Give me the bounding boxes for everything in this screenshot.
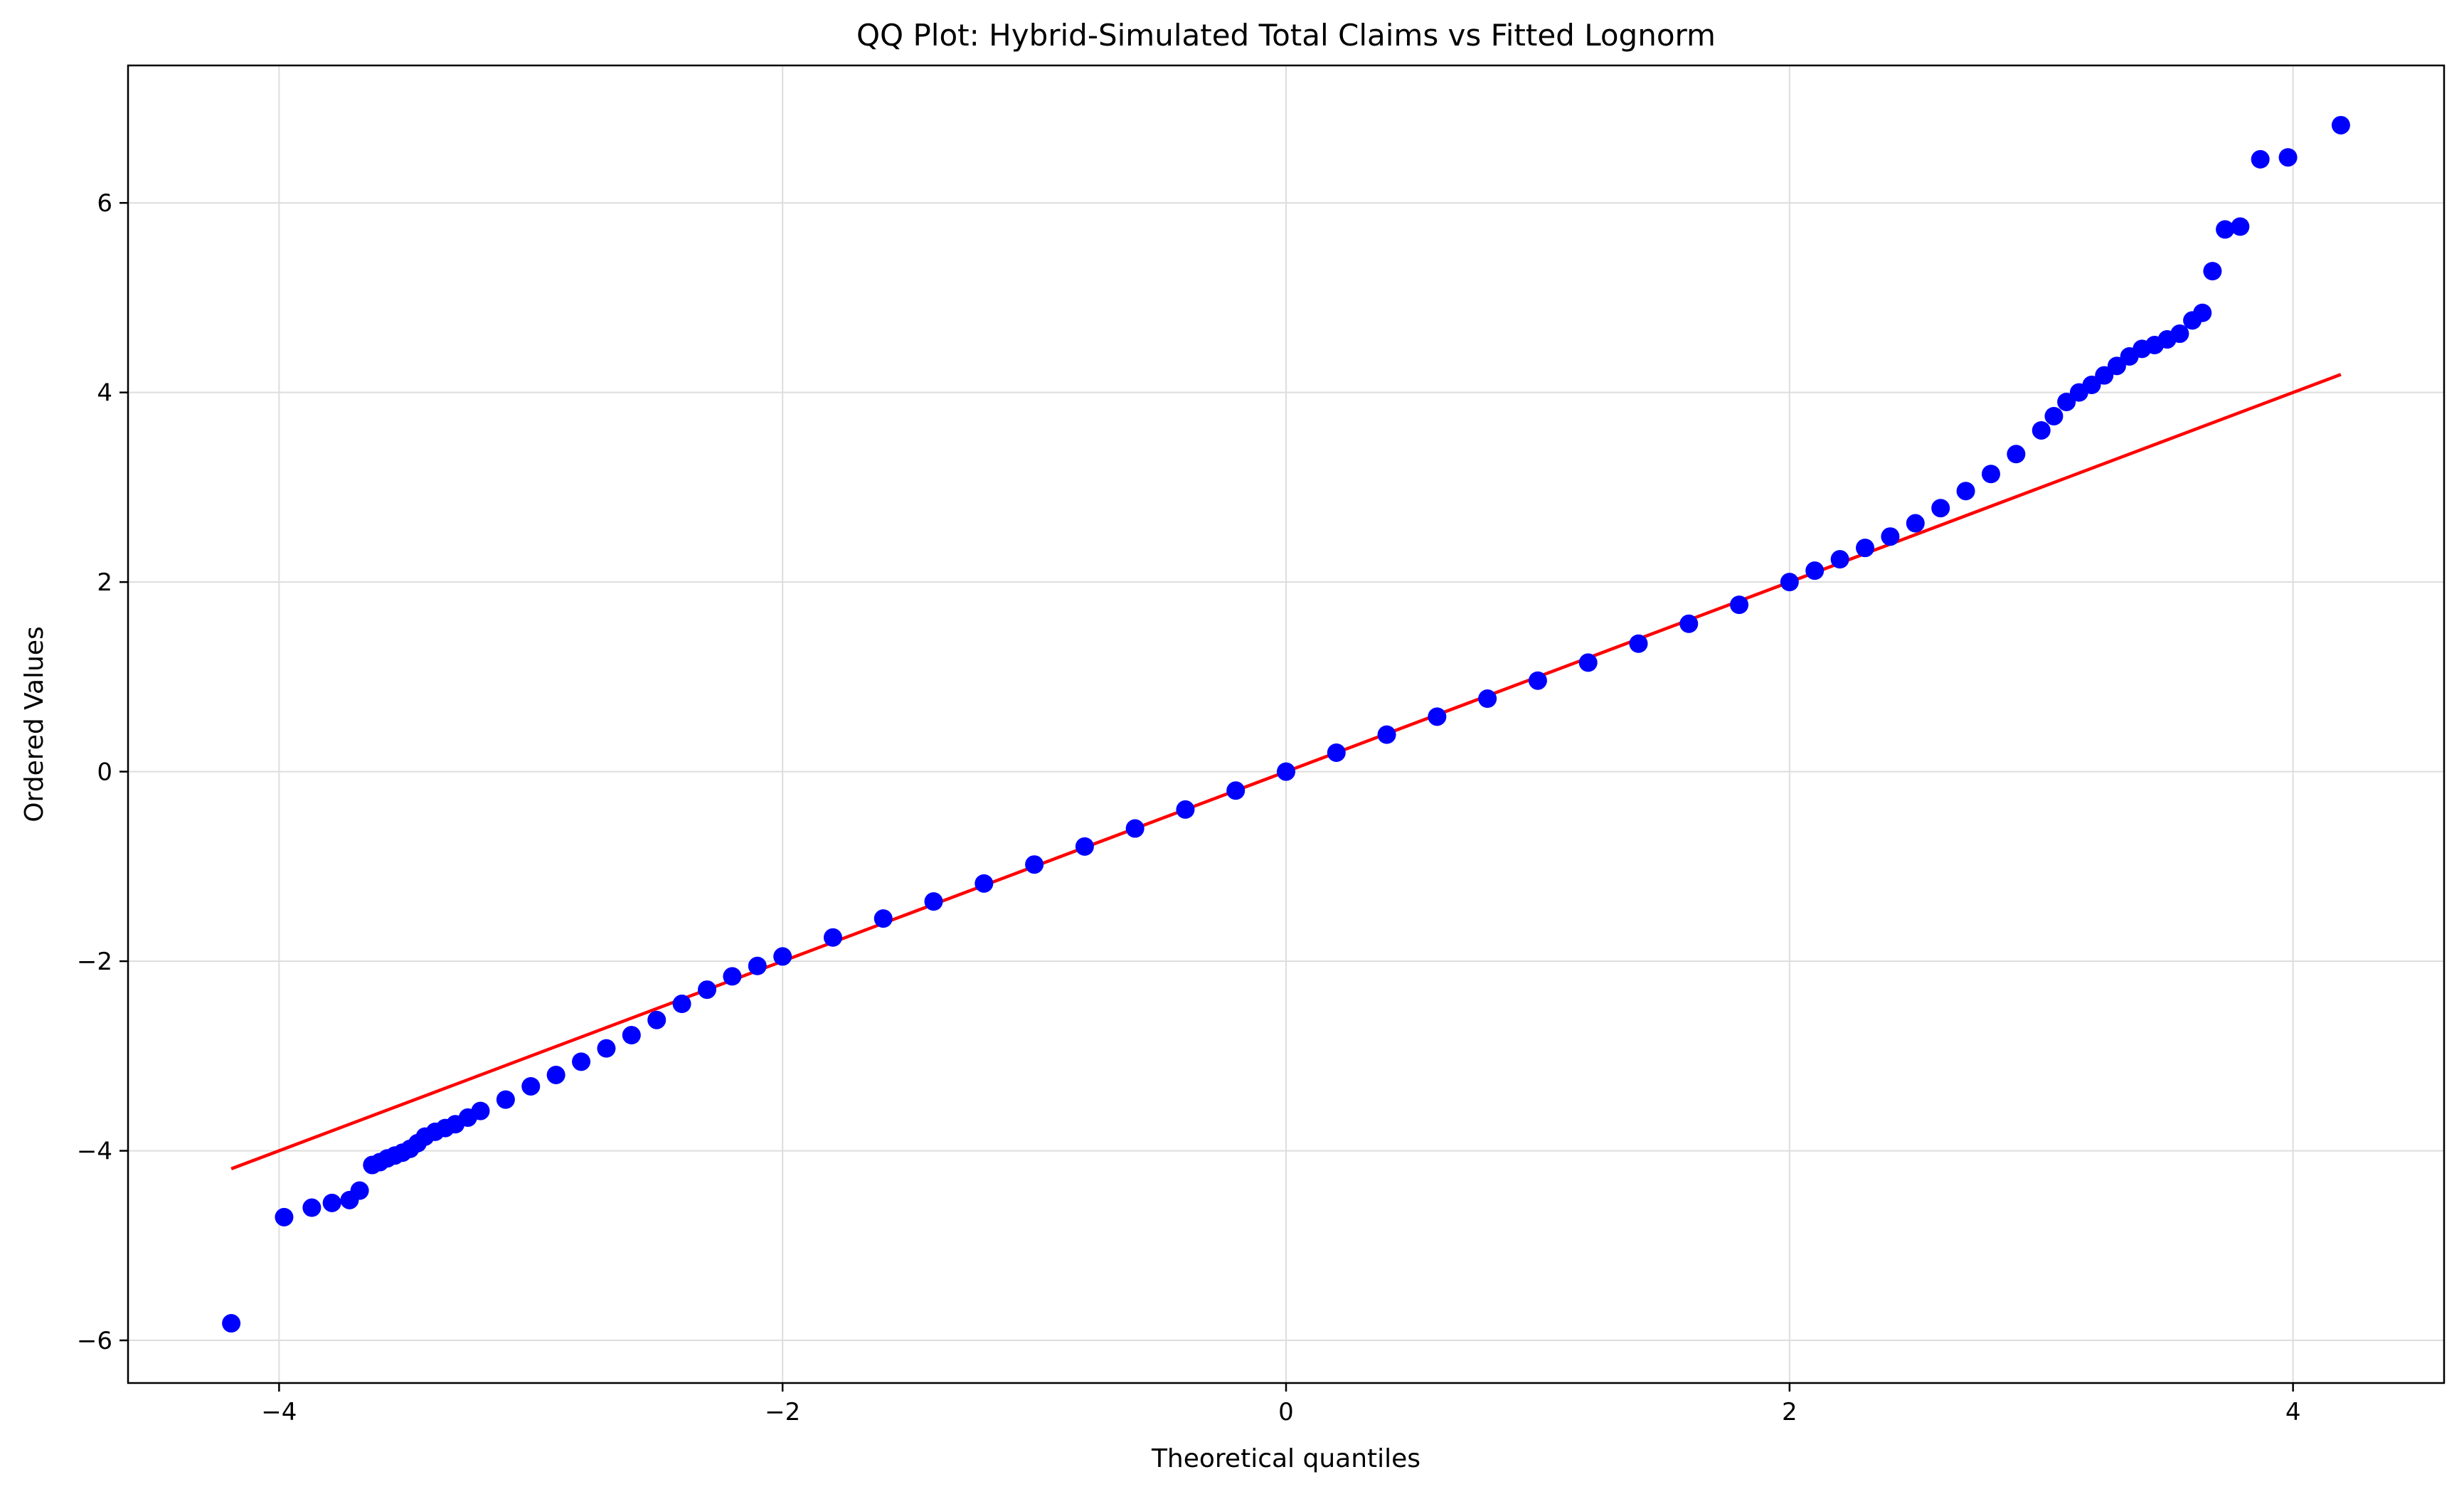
x-tick-label: −4 bbox=[261, 1398, 297, 1426]
x-axis-ticks: −4 −2 0 2 4 bbox=[261, 1383, 2300, 1426]
x-axis-label: Theoretical quantiles bbox=[1151, 1444, 1420, 1473]
data-point bbox=[222, 1314, 241, 1333]
data-point bbox=[924, 892, 943, 911]
data-point bbox=[546, 1065, 565, 1084]
data-point bbox=[1981, 465, 2000, 484]
data-point bbox=[322, 1193, 341, 1212]
data-point bbox=[1956, 482, 1975, 501]
data-point bbox=[723, 967, 742, 986]
data-point bbox=[2032, 420, 2051, 440]
data-point bbox=[1780, 573, 1799, 592]
data-point bbox=[1528, 671, 1547, 690]
data-point bbox=[302, 1198, 322, 1217]
y-tick-label: 6 bbox=[97, 189, 112, 218]
data-point bbox=[672, 995, 691, 1014]
data-point bbox=[1578, 653, 1598, 672]
y-tick-label: 2 bbox=[97, 568, 112, 597]
data-point bbox=[1277, 762, 1295, 781]
y-tick-label: −4 bbox=[77, 1138, 112, 1166]
data-point bbox=[1075, 837, 1094, 856]
data-point bbox=[350, 1181, 369, 1200]
data-point bbox=[622, 1026, 641, 1045]
data-point bbox=[1730, 595, 1749, 615]
data-point bbox=[2007, 445, 2026, 464]
y-tick-label: 4 bbox=[97, 379, 112, 408]
y-tick-label: 0 bbox=[97, 758, 112, 787]
data-point bbox=[1881, 527, 1900, 546]
data-point bbox=[698, 980, 716, 1000]
data-point bbox=[521, 1076, 541, 1096]
x-tick-label: 2 bbox=[1782, 1398, 1797, 1426]
data-point bbox=[975, 874, 994, 893]
data-point bbox=[1176, 800, 1195, 819]
data-point bbox=[1327, 743, 1346, 762]
x-tick-label: 0 bbox=[1278, 1398, 1294, 1426]
data-point bbox=[2193, 303, 2212, 322]
data-point bbox=[823, 928, 842, 947]
data-point bbox=[2057, 392, 2076, 411]
data-point bbox=[572, 1052, 591, 1071]
data-point bbox=[1906, 514, 1925, 533]
data-point bbox=[2170, 324, 2189, 344]
data-point bbox=[1679, 614, 1699, 633]
data-point bbox=[2216, 220, 2235, 239]
data-point bbox=[1830, 550, 1849, 569]
data-point bbox=[748, 956, 767, 975]
data-point bbox=[496, 1090, 515, 1109]
data-point bbox=[647, 1010, 667, 1029]
data-point bbox=[2231, 217, 2250, 236]
data-point bbox=[2095, 366, 2114, 385]
data-point bbox=[1226, 781, 1246, 800]
data-point bbox=[1478, 689, 1497, 709]
chart-title: QQ Plot: Hybrid-Simulated Total Claims v… bbox=[856, 18, 1716, 53]
data-point bbox=[1856, 539, 1874, 558]
data-point bbox=[275, 1207, 294, 1227]
data-point bbox=[773, 947, 792, 966]
data-point bbox=[1805, 561, 1825, 581]
data-point bbox=[2044, 406, 2064, 425]
x-tick-label: −2 bbox=[765, 1398, 800, 1426]
data-point bbox=[2331, 115, 2350, 134]
data-point bbox=[1377, 725, 1396, 744]
y-tick-label: −6 bbox=[77, 1327, 112, 1355]
y-tick-label: −2 bbox=[77, 948, 112, 976]
data-point bbox=[2082, 376, 2101, 395]
data-point bbox=[471, 1101, 490, 1120]
data-point bbox=[1629, 634, 1648, 653]
data-point bbox=[597, 1039, 616, 1058]
data-point bbox=[2278, 148, 2298, 167]
data-point bbox=[1428, 707, 1447, 726]
x-tick-label: 4 bbox=[2285, 1398, 2301, 1426]
data-point bbox=[2107, 356, 2126, 376]
y-axis-ticks: −6 −4 −2 0 2 4 6 bbox=[77, 189, 128, 1355]
data-point bbox=[1125, 819, 1145, 838]
data-point bbox=[2203, 262, 2222, 281]
data-point bbox=[2251, 149, 2270, 169]
data-point bbox=[873, 909, 893, 928]
y-axis-label: Ordered Values bbox=[20, 626, 49, 822]
data-point bbox=[1931, 499, 1950, 518]
grid-layer bbox=[128, 65, 2444, 1383]
points-layer bbox=[222, 115, 2350, 1333]
data-point bbox=[1025, 855, 1044, 874]
